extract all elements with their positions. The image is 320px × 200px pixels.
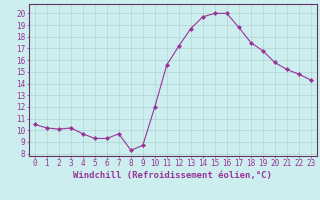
X-axis label: Windchill (Refroidissement éolien,°C): Windchill (Refroidissement éolien,°C) [73, 171, 272, 180]
